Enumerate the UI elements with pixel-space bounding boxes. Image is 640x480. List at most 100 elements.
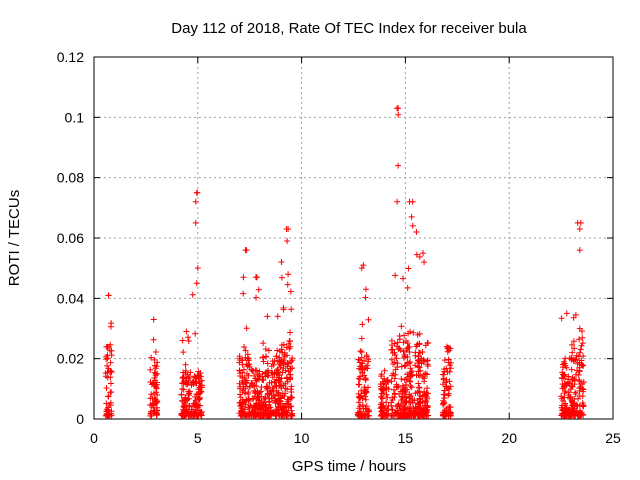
x-tick-label: 25 [605,430,621,446]
data-point [151,369,158,376]
data-point [239,377,246,384]
data-point [570,410,577,417]
data-point [107,368,114,375]
data-point [576,402,583,409]
data-point [418,355,425,362]
data-point [283,352,290,359]
data-point [108,347,115,354]
data-point [440,397,447,404]
data-point [284,386,291,393]
data-point [417,392,424,399]
data-point [568,341,575,348]
data-point [440,381,447,388]
data-point [383,399,390,406]
data-point [356,365,363,372]
x-tick-label: 0 [90,430,98,446]
y-tick-label: 0.08 [57,170,84,186]
data-point [392,409,399,416]
data-point [182,367,189,374]
data-point [240,274,247,281]
data-point [579,328,585,335]
data-point [570,399,577,406]
data-point [576,336,583,343]
data-point [103,385,110,392]
data-point [420,250,427,257]
data-point [236,380,243,387]
data-point [563,364,570,371]
data-point [239,406,246,413]
data-point [264,313,271,320]
data-point [384,406,391,413]
data-point [284,238,291,245]
data-point [270,409,277,416]
data-point [284,375,291,382]
data-point [262,370,269,377]
data-point [568,399,575,406]
data-point [198,377,205,384]
data-point [406,198,413,205]
data-point [441,357,448,364]
data-point [148,354,155,361]
data-point [571,345,578,352]
data-point [396,336,403,343]
data-point [416,385,423,392]
x-tick-label: 5 [194,430,202,446]
data-point [419,393,426,400]
data-point [278,342,285,349]
data-point [574,360,581,367]
data-point [408,213,415,220]
data-point [154,392,161,399]
y-tick-label: 0.1 [65,109,85,125]
data-point [194,372,201,379]
data-point [400,339,407,346]
data-point [238,402,245,409]
data-point [152,349,159,356]
data-point [560,375,567,382]
data-point [572,311,579,318]
data-point [416,364,423,371]
data-point [404,386,411,393]
x-axis-label: GPS time / hours [292,458,406,475]
data-point [562,412,569,419]
data-point [287,329,294,336]
data-point [285,225,292,232]
data-point [575,395,582,402]
data-point [259,354,266,361]
y-tick-label: 0.02 [57,351,84,367]
data-point [149,395,156,402]
data-point [180,412,187,419]
data-point [148,391,155,398]
data-point [253,396,260,403]
data-point [388,378,395,385]
data-point [446,362,453,369]
data-point [444,369,451,376]
data-point [362,294,369,301]
data-point [378,371,385,378]
data-point [355,356,362,363]
data-point [406,343,413,350]
data-point [271,358,278,365]
data-point [424,340,431,347]
data-point [104,374,111,381]
data-point [443,383,450,390]
data-point [357,403,364,410]
data-point [191,393,198,400]
data-point [265,347,272,354]
data-point [366,407,373,414]
data-point [574,367,581,374]
data-point [182,378,189,385]
data-point [289,394,296,401]
data-point [282,361,289,368]
data-point [404,284,411,291]
data-point [398,323,405,330]
data-point [357,394,364,401]
data-point [379,378,386,385]
data-point [580,401,587,408]
data-point [399,388,406,395]
data-point [252,274,259,281]
data-point [287,371,294,378]
data-point [236,391,243,398]
data-point [107,341,114,348]
data-point [266,379,273,386]
data-point [445,404,452,411]
